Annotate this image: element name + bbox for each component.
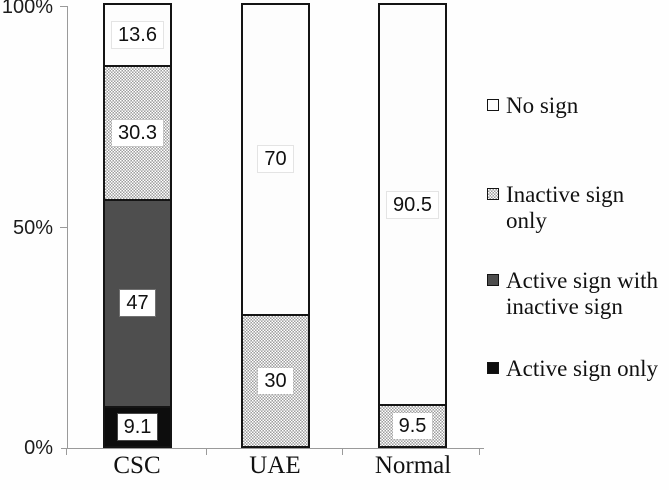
x-axis-tick	[206, 448, 207, 455]
segment-value-label: 47	[120, 290, 155, 317]
segment-value-label: 70	[258, 146, 293, 173]
plot-area: 13.6 30.3 47 9.1 70 30 90.5 9.5	[0, 3, 669, 448]
category-label-normal: Normal	[374, 452, 452, 479]
legend-item-dark: Active sign with inactive sign	[487, 268, 667, 320]
segment-black: 9.1	[105, 405, 170, 446]
x-axis-line	[61, 448, 484, 449]
legend-item-hatch: Inactive sign only	[487, 182, 667, 234]
legend-item-white: No sign	[487, 93, 667, 119]
y-axis-tick-label: 100%	[1, 0, 53, 18]
segment-value-label: 30.3	[112, 119, 163, 146]
legend-label: Active sign with inactive sign	[506, 268, 659, 319]
category-label-uae: UAE	[249, 452, 301, 479]
legend-swatch-dark-icon	[487, 274, 499, 286]
x-axis-tick	[66, 448, 67, 455]
legend-label: Inactive sign only	[506, 182, 625, 233]
segment-white: 90.5	[380, 5, 445, 405]
legend-swatch-hatch-icon	[487, 188, 499, 200]
legend-label: No sign	[506, 93, 579, 118]
x-axis-tick	[479, 448, 480, 455]
category-label-csc: CSC	[113, 452, 161, 479]
legend-label: Active sign only	[506, 356, 659, 381]
bar-uae: 70 30	[241, 3, 310, 448]
segment-value-label: 30	[258, 367, 293, 394]
segment-value-label: 13.6	[112, 22, 163, 49]
bar-csc: 13.6 30.3 47 9.1	[103, 3, 172, 448]
y-axis-tick	[60, 226, 68, 228]
x-axis-tick	[342, 448, 343, 455]
legend-swatch-white-icon	[487, 99, 499, 111]
y-axis-tick	[60, 6, 68, 7]
y-axis-tick-label: 0%	[24, 437, 53, 459]
segment-value-label: 90.5	[387, 191, 438, 218]
y-axis-tick-label: 50%	[12, 216, 53, 239]
legend-item-black: Active sign only	[487, 356, 667, 382]
segment-value-label: 9.5	[392, 413, 433, 440]
segment-value-label: 9.1	[117, 413, 158, 440]
segment-hatch: 30	[243, 313, 308, 446]
bar-normal: 90.5 9.5	[378, 3, 447, 448]
y-axis-line	[67, 7, 68, 448]
segment-hatch: 9.5	[380, 404, 445, 446]
segment-hatch: 30.3	[105, 65, 170, 199]
segment-dark: 47	[105, 198, 170, 406]
segment-white: 13.6	[105, 5, 170, 65]
legend-swatch-black-icon	[487, 362, 499, 374]
segment-white: 70	[243, 5, 308, 314]
